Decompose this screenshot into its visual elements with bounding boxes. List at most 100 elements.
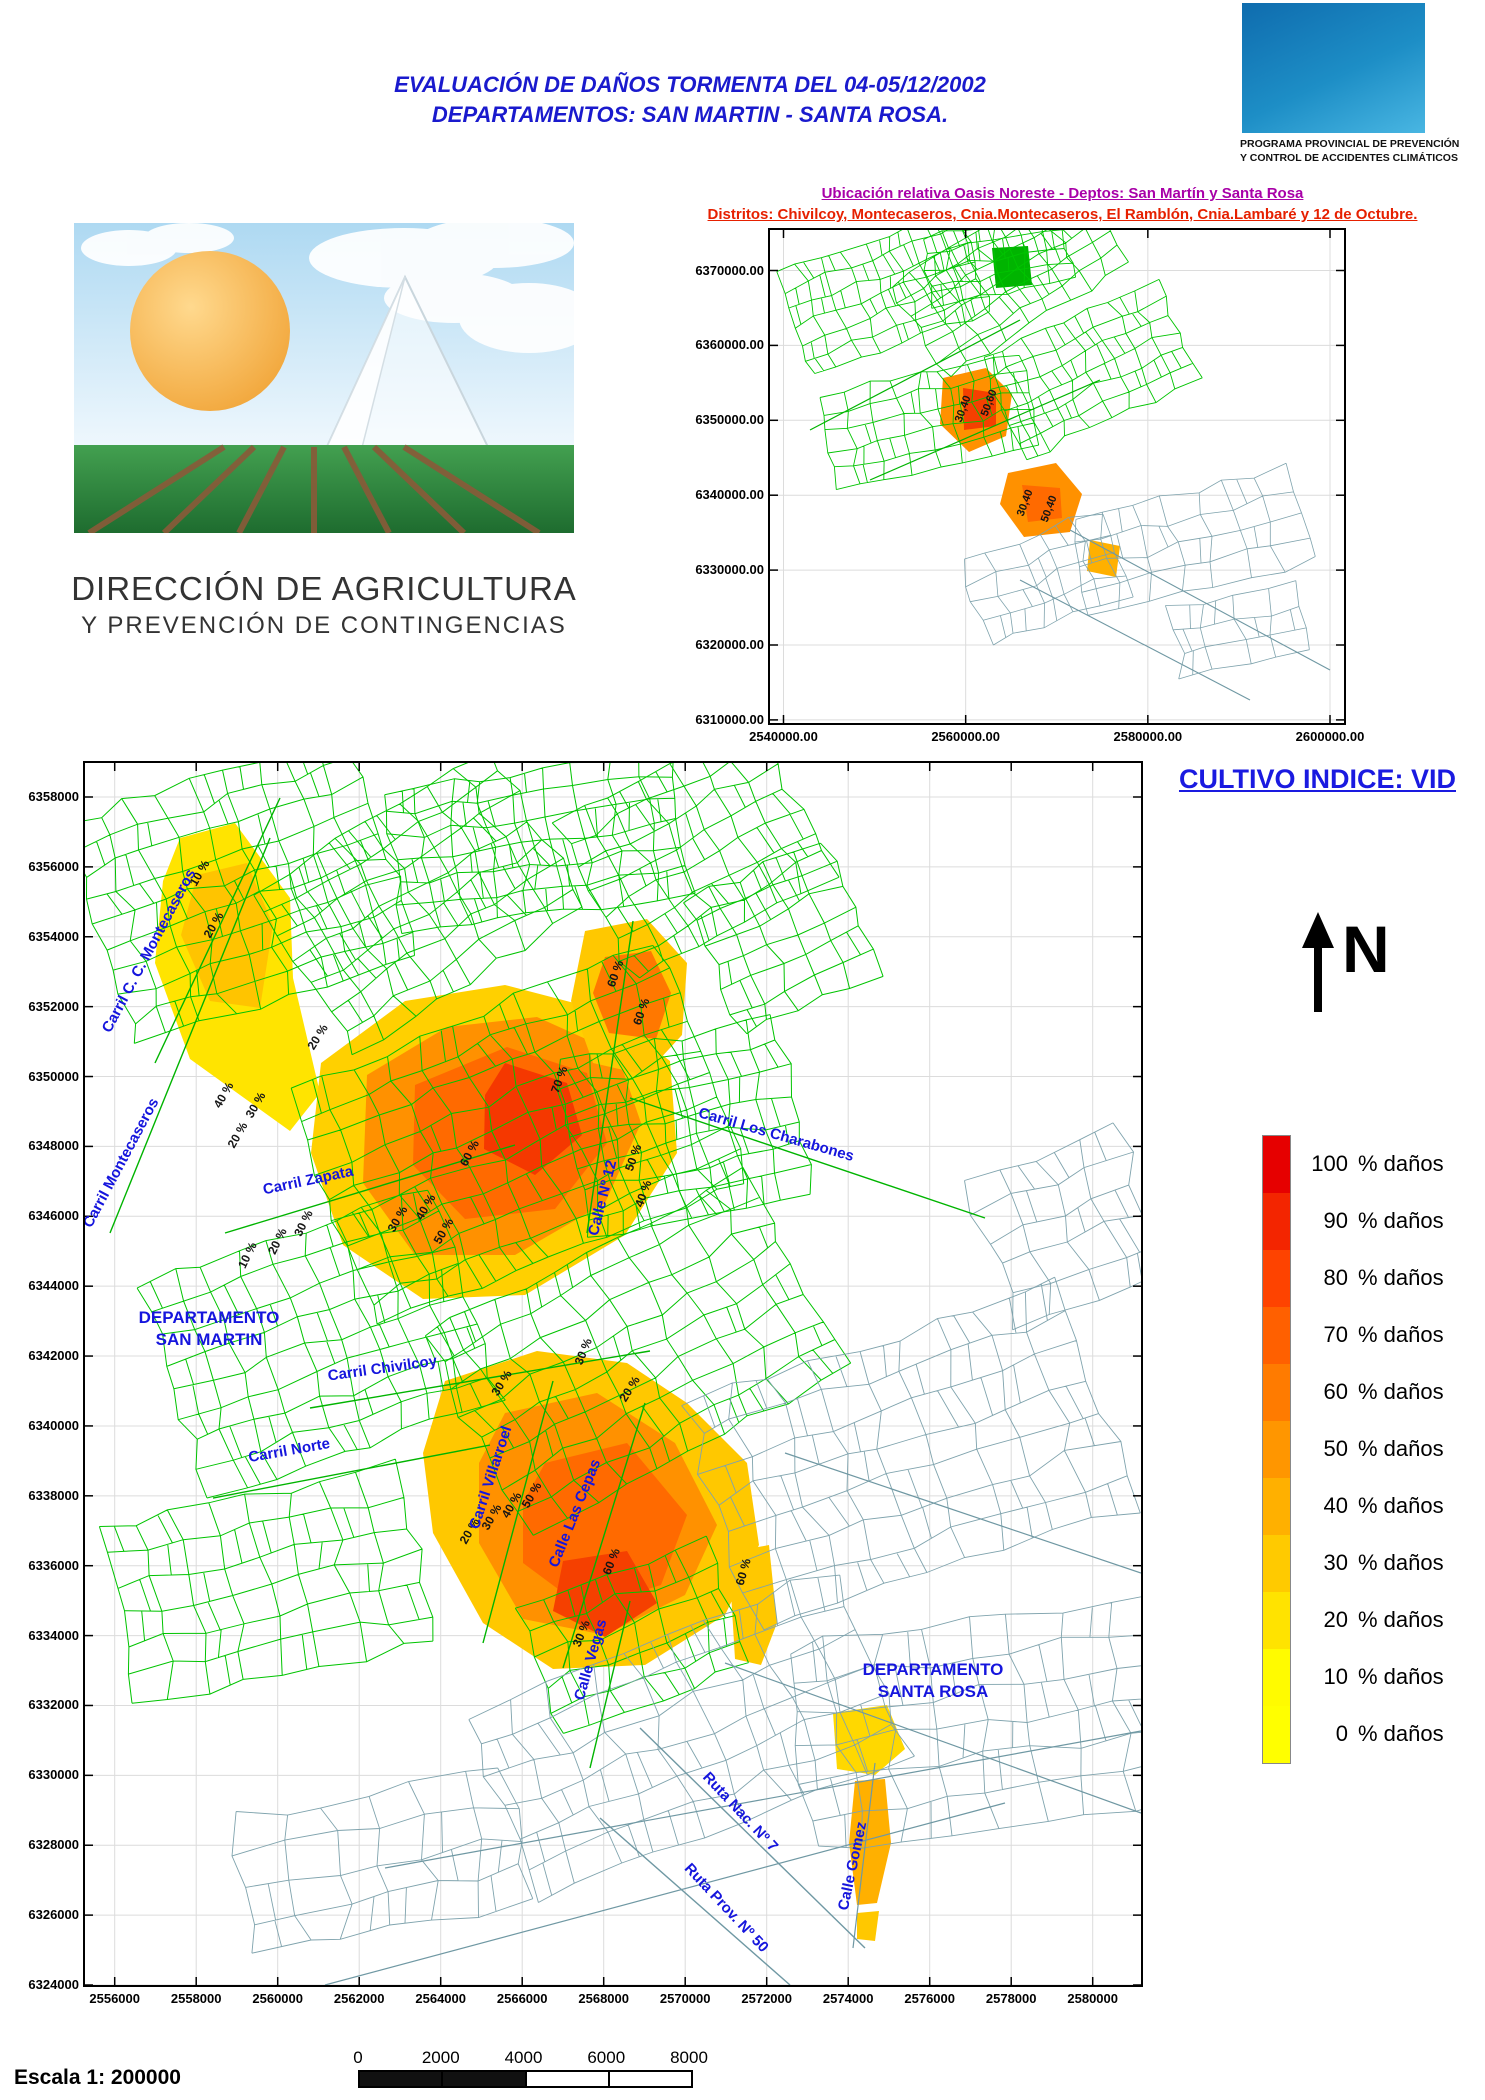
damage-area [593,951,671,1039]
inset-heading-line-1: Ubicación relativa Oasis Noreste - Depto… [821,185,1304,202]
axis-tick-label: 2564000 [415,1991,466,2006]
north-arrow-icon [1302,912,1334,1012]
parcel-mesh [964,513,1134,646]
axis-tick-label: 6330000 [28,1767,79,1783]
axis-tick-label: 2560000 [252,1991,303,2006]
axis-tick-label: 6310000.00 [695,711,764,727]
damage-percent-label: 20 % [265,1226,290,1257]
road-label: Ruta Nac. Nº 7 [699,1769,781,1855]
inset-heading-line-2: Distritos: Chivilcoy, Montecaseros, Cnia… [707,206,1418,223]
parcel-mesh [514,1535,749,1734]
axis-tick-label: 2576000 [904,1991,955,2006]
axis-tick-label: 2578000 [985,1991,1037,2006]
road-line [599,1817,791,1985]
legend-color-swatch [1263,1592,1290,1649]
legend-unit: % daños [1358,1207,1444,1233]
axis-tick-label: 2572000 [741,1991,792,2006]
road-line [482,1380,554,1644]
axis-tick-label: 6358000 [28,789,79,804]
sun-icon [130,251,290,411]
road-label: SAN MARTIN [156,1330,263,1349]
road-line [324,1802,1006,1985]
legend-unit: % daños [1358,1549,1444,1575]
road-label: Ruta Prov. Nº 50 [681,1860,772,1956]
scale-bar-tick-label: 6000 [587,2048,626,2067]
main-map-canvas: 10 %20 %20 %40 % 30 %20 %10 % 20 %30 % 30 %… [85,763,1141,1985]
parcel-mesh [85,763,415,1044]
page-title: EVALUACIÓN DE DAÑOS TORMENTA DEL 04-05/1… [340,70,1040,129]
axis-tick-label: 6334000 [28,1627,79,1643]
road-line [869,379,1101,481]
parcel-mesh [424,1166,852,1536]
parcel-mesh [290,945,745,1325]
axis-tick-label: 6354000 [28,928,79,944]
title-line-1: EVALUACIÓN DE DAÑOS TORMENTA DEL 04-05/1… [394,72,986,97]
axis-tick-label: 6350000 [28,1068,79,1084]
scale-bar-tick-label: 8000 [670,2048,708,2067]
north-label: N [1342,912,1390,986]
legend-row: 10 % daños [1302,1648,1444,1705]
program-logo [1242,3,1425,133]
legend-color-swatch [1263,1706,1290,1763]
legend-color-swatch [1263,1421,1290,1478]
road-line [784,1452,1141,1574]
damage-area [1022,485,1062,522]
damage-percent-label: 20 % [304,1021,331,1052]
main-map: 10 % 20 % 20 % 40 % 30 % 20 % 10 % 20 % 30 % 30 %… [83,761,1143,1987]
axis-tick-label: 6340000.00 [695,487,764,503]
inset-heading: Ubicación relativa Oasis Noreste - Depto… [640,183,1485,225]
parcel-mesh [923,230,1077,309]
legend-unit: % daños [1358,1720,1444,1746]
parcel-mesh [776,230,990,374]
road-line [109,837,271,1234]
legend-value: 50 [1323,1435,1348,1461]
damage-area [963,388,996,430]
legend-row: 20 % daños [1302,1591,1444,1648]
axis-tick-label: 6352000 [28,998,79,1014]
legend-value: 100 [1311,1150,1348,1176]
road-line [1069,529,1331,671]
legend-unit: % daños [1358,1492,1444,1518]
road-label: DEPARTAMENTO [863,1660,1004,1679]
scale-bar-tick-label: 2000 [421,2048,460,2067]
legend-row: 80 % daños [1302,1249,1444,1306]
axis-tick-label: 6342000 [28,1348,79,1364]
agency-logo-image [74,218,599,536]
road-line [154,797,281,1064]
axis-tick-label: 2562000 [333,1991,385,2006]
scale-bar-tick-label: 0 [353,2048,363,2067]
road-label: Carril Montecaseros [85,1095,162,1230]
legend-color-swatch [1263,1364,1290,1421]
axis-tick-label: 6328000 [28,1837,79,1853]
road-line [852,1762,876,1949]
legend-value: 10 [1323,1663,1348,1689]
parcel-mesh [681,1276,1141,1631]
axis-tick-label: 6346000 [28,1208,79,1224]
road-line [724,1662,1141,1814]
parcel-mesh [964,1122,1141,1331]
road-label: DEPARTAMENTO [139,1308,280,1327]
crop-index-title: CULTIVO INDICE: VID [1178,764,1456,794]
legend-row: 60 % daños [1302,1363,1444,1420]
legend-value: 30 [1323,1549,1348,1575]
damage-area [849,1779,891,1905]
damage-area [992,246,1032,288]
axis-tick-label: 2558000 [170,1991,222,2006]
north-arrow: N [1296,912,1436,1022]
axis-tick-label: 6324000 [28,1976,79,1992]
legend-unit: % daños [1358,1435,1444,1461]
program-caption-line-2: Y CONTROL DE ACCIDENTES CLIMÁTICOS [1240,151,1458,164]
legend-unit: % daños [1358,1264,1444,1290]
legend-row: 30 % daños [1302,1534,1444,1591]
parcel-mesh [468,1574,915,1903]
road-line [589,1600,631,1769]
road-line [586,920,634,1234]
legend-color-swatch [1263,1250,1290,1307]
scale-bar-segment [443,2072,527,2086]
program-caption-line-1: PROGRAMA PROVINCIAL DE PREVENCIÓN [1240,138,1460,150]
axis-tick-label: 2580000.00 [1113,729,1183,744]
legend-value: 70 [1323,1321,1348,1347]
road-line [629,1097,986,1219]
axis-tick-label: 6338000 [28,1487,79,1503]
parcel-mesh [790,1596,1141,1849]
